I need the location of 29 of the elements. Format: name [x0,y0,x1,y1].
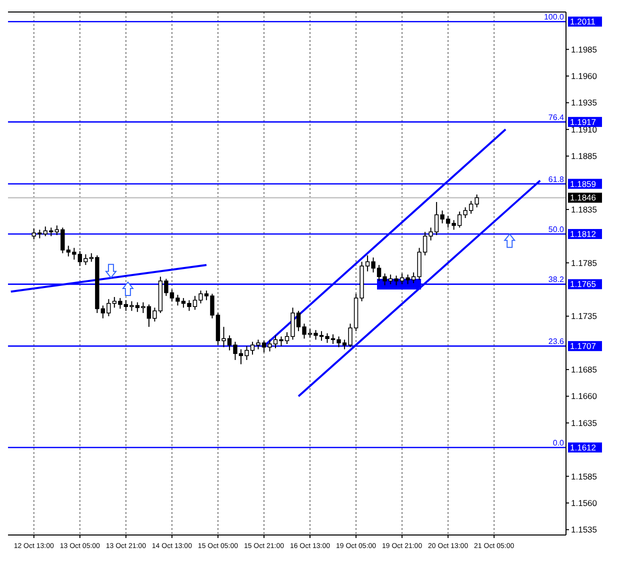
ref-line-label: 1.1612 [570,442,596,452]
ref-line-label: 1.1707 [570,341,596,352]
annotation: 50.0 [548,225,565,234]
y-tick-label: 1.1535 [571,524,598,535]
annotation: 38.2 [548,275,565,284]
y-tick-label: 1.1660 [571,391,598,402]
annotation: 76.4 [548,112,565,122]
y-tick-label: 1.1635 [571,418,598,428]
y-tick-label: 1.1985 [571,44,598,54]
ref-line-label: 1.1765 [570,279,596,290]
ref-line-label: 1.1846 [570,192,596,203]
y-tick-label: 1.1910 [571,124,598,134]
y-tick-label: 1.1585 [571,471,598,482]
y-tick-label: 1.1885 [571,151,598,162]
y-tick-label: 1.1785 [571,258,598,268]
y-tick-label: 1.1560 [571,498,598,508]
annotation: 100.0 [544,12,565,22]
ref-line-label: 1.2011 [570,16,596,27]
ref-line-label: 1.1812 [570,228,596,239]
annotation: 61.8 [548,174,565,184]
y-tick-label: 1.1935 [571,98,598,108]
ref-line-label: 1.1917 [570,116,596,127]
y-tick-label: 1.1685 [571,364,598,375]
y-tick-label: 1.1835 [571,204,598,214]
y-tick-label: 1.1960 [571,71,598,82]
y-tick-label: 1.1735 [571,311,598,322]
annotation: 23.6 [548,337,565,346]
annotation: 0.0 [552,438,565,448]
ref-line-label: 1.1859 [570,178,596,189]
